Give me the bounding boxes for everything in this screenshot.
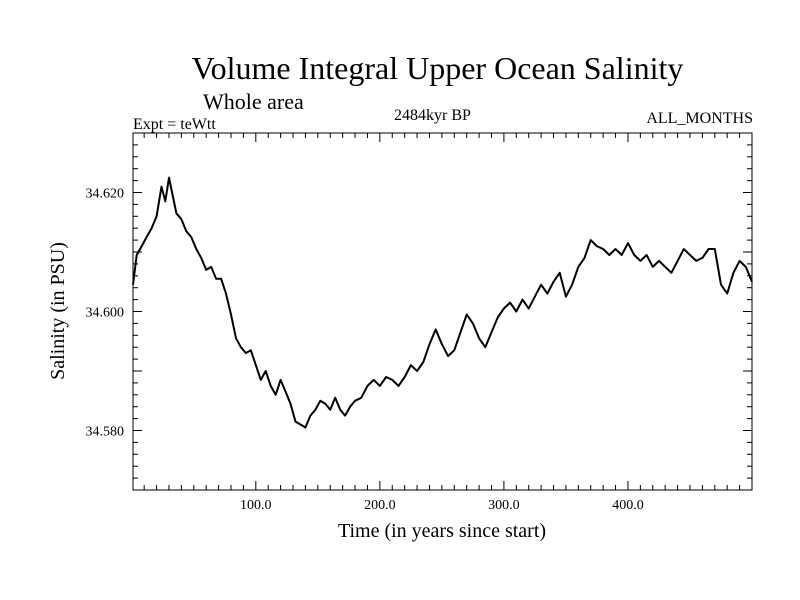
x-tick-label: 200.0 bbox=[364, 498, 396, 513]
plot-frame bbox=[132, 132, 753, 491]
period-label: 2484kyr BP bbox=[394, 107, 471, 124]
x-tick-label: 100.0 bbox=[240, 498, 272, 513]
chart-subtitle: Whole area bbox=[203, 89, 304, 114]
tick-labels: 100.0 200.0 300.0 400.0 34.580 34.600 34.620 bbox=[86, 187, 644, 514]
y-tick-label: 34.580 bbox=[86, 425, 125, 440]
y-tick-label: 34.620 bbox=[86, 187, 125, 202]
y-tick-label: 34.600 bbox=[86, 306, 125, 321]
experiment-label: Expt = teWtt bbox=[133, 116, 216, 133]
x-axis-title: Time (in years since start) bbox=[338, 520, 546, 542]
axis-ticks bbox=[133, 133, 752, 490]
x-tick-label: 400.0 bbox=[612, 498, 644, 513]
x-tick-label: 300.0 bbox=[488, 498, 520, 513]
y-axis-title: Salinity (in PSU) bbox=[47, 242, 69, 380]
salinity-series-line bbox=[132, 176, 753, 429]
months-label: ALL_MONTHS bbox=[646, 110, 753, 127]
chart-title: Volume Integral Upper Ocean Salinity bbox=[191, 50, 684, 86]
